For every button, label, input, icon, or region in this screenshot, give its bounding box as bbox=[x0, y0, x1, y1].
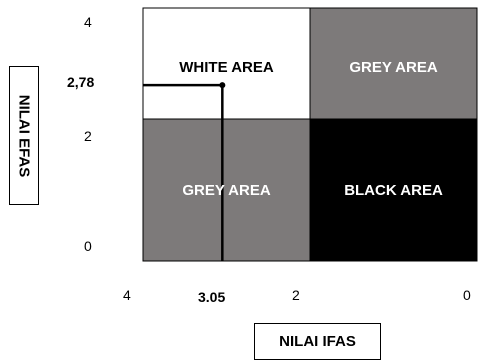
x-marker-label: 3.05 bbox=[198, 289, 226, 305]
quadrant-white-area bbox=[142, 7, 311, 120]
y-tick-0: 0 bbox=[84, 238, 92, 254]
x-tick-4: 4 bbox=[123, 287, 131, 303]
y-tick-2: 2 bbox=[84, 128, 92, 144]
quadrant-grey-area-bottom bbox=[142, 118, 311, 262]
x-axis-label: NILAI IFAS bbox=[254, 323, 381, 360]
y-axis-label-box: NILAI EFAS bbox=[9, 66, 39, 205]
y-marker-label: 2,78 bbox=[67, 74, 95, 90]
y-axis-label: NILAI EFAS bbox=[15, 94, 33, 177]
quadrant-grey-area-top bbox=[309, 7, 478, 120]
black-area-label: BLACK AREA bbox=[344, 182, 443, 199]
quadrant-black-area bbox=[309, 118, 478, 262]
grey-area-bottom-label: GREY AREA bbox=[182, 182, 271, 199]
y-tick-4: 4 bbox=[84, 14, 92, 30]
white-area-label: WHITE AREA bbox=[179, 59, 274, 76]
x-tick-0: 0 bbox=[463, 287, 471, 303]
grey-area-top-label: GREY AREA bbox=[349, 59, 438, 76]
x-tick-2: 2 bbox=[292, 287, 300, 303]
position-point bbox=[219, 82, 226, 89]
